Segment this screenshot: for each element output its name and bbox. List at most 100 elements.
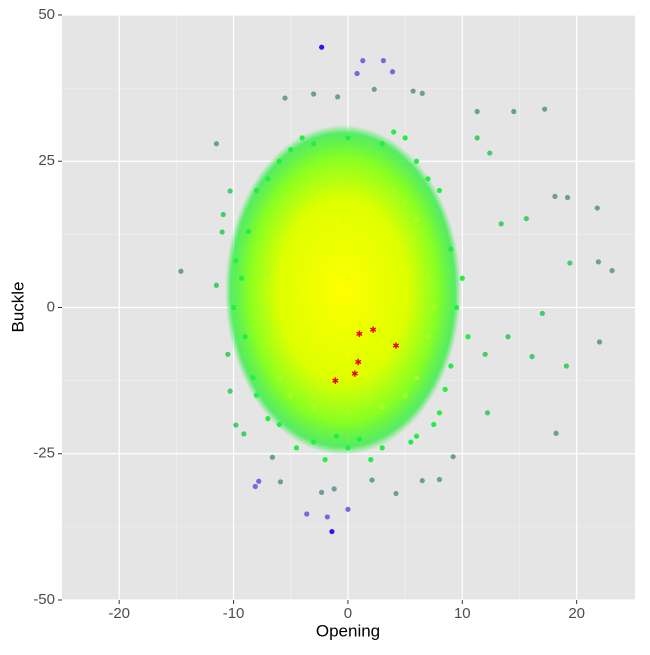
point (391, 129, 397, 135)
point (419, 478, 425, 484)
point (356, 234, 362, 240)
point (379, 141, 385, 147)
point (459, 275, 465, 281)
point (277, 479, 284, 485)
y-tick-label: 25 (38, 152, 55, 169)
point (410, 88, 416, 94)
point (474, 135, 480, 141)
point (523, 215, 529, 222)
point (299, 135, 305, 141)
point (552, 193, 558, 199)
point (319, 44, 325, 50)
point (360, 58, 366, 64)
point (233, 422, 239, 428)
x-tick-label: -20 (108, 605, 130, 622)
point (436, 410, 443, 416)
point (368, 457, 374, 463)
point (413, 217, 420, 223)
point (448, 246, 454, 252)
point (498, 221, 504, 227)
point (380, 58, 386, 64)
point (345, 351, 351, 357)
star-point (392, 342, 400, 349)
point (245, 228, 252, 235)
point (563, 363, 569, 369)
point (269, 454, 276, 460)
point (431, 421, 437, 428)
point (241, 431, 247, 437)
point (379, 340, 385, 346)
density-blob (225, 125, 461, 455)
point (419, 90, 425, 96)
point (213, 141, 220, 147)
point (265, 322, 271, 328)
point (288, 392, 294, 398)
point (379, 258, 385, 264)
point (345, 135, 351, 141)
point (293, 445, 300, 451)
y-tick-label: 0 (47, 298, 55, 315)
point (311, 141, 317, 147)
point (333, 433, 340, 439)
point (276, 421, 282, 428)
y-axis-title: Buckle (8, 281, 27, 332)
point (356, 436, 362, 442)
point (276, 217, 282, 223)
star-point (356, 330, 363, 338)
point (311, 340, 317, 346)
point (354, 70, 360, 77)
point (250, 375, 256, 381)
point (276, 375, 282, 381)
point (319, 489, 325, 495)
point (369, 477, 375, 483)
point (265, 176, 271, 182)
point (425, 176, 431, 182)
point (299, 287, 305, 293)
point (282, 95, 288, 101)
point (311, 91, 317, 97)
point (564, 194, 571, 201)
point (413, 375, 420, 381)
point (238, 275, 245, 281)
point (379, 404, 385, 410)
point (431, 304, 437, 311)
point (256, 478, 262, 484)
point (609, 268, 615, 274)
point (465, 334, 471, 340)
point (368, 182, 374, 188)
point (596, 339, 603, 345)
y-tick-label: 50 (38, 6, 55, 23)
point (322, 457, 328, 463)
y-tick-label: -25 (33, 445, 55, 462)
point (311, 439, 317, 445)
x-tick-label: 20 (568, 605, 585, 622)
point (474, 108, 480, 115)
y-tick-label: -50 (33, 591, 55, 608)
point (391, 187, 397, 194)
point (219, 229, 225, 235)
point (391, 293, 397, 299)
point (253, 187, 260, 194)
point (402, 199, 408, 205)
x-tick-label: 0 (344, 605, 352, 622)
point (436, 187, 443, 194)
point (408, 439, 414, 445)
point (413, 158, 420, 164)
point (594, 205, 600, 211)
point (393, 490, 399, 497)
point (413, 433, 420, 439)
point (425, 275, 431, 281)
point (252, 483, 258, 490)
point (567, 260, 573, 266)
point (335, 94, 341, 100)
point (288, 146, 294, 153)
point (505, 334, 511, 340)
point (345, 176, 351, 182)
point (331, 486, 337, 492)
point (230, 304, 237, 311)
x-axis-title: Opening (316, 621, 380, 640)
point (225, 351, 231, 357)
point (227, 388, 233, 394)
star-point (355, 358, 362, 366)
